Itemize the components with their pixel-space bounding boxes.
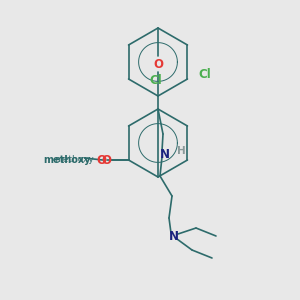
Text: methoxy: methoxy (76, 158, 83, 159)
Text: H: H (177, 146, 186, 156)
Text: methoxy: methoxy (43, 155, 91, 165)
Text: Cl: Cl (150, 74, 162, 87)
Text: O: O (102, 154, 112, 166)
Text: N: N (160, 148, 170, 160)
Text: N: N (169, 230, 179, 242)
Text: Cl: Cl (198, 68, 211, 82)
Text: O: O (153, 58, 163, 71)
Text: O: O (97, 154, 106, 166)
Text: methoxy: methoxy (54, 155, 94, 164)
